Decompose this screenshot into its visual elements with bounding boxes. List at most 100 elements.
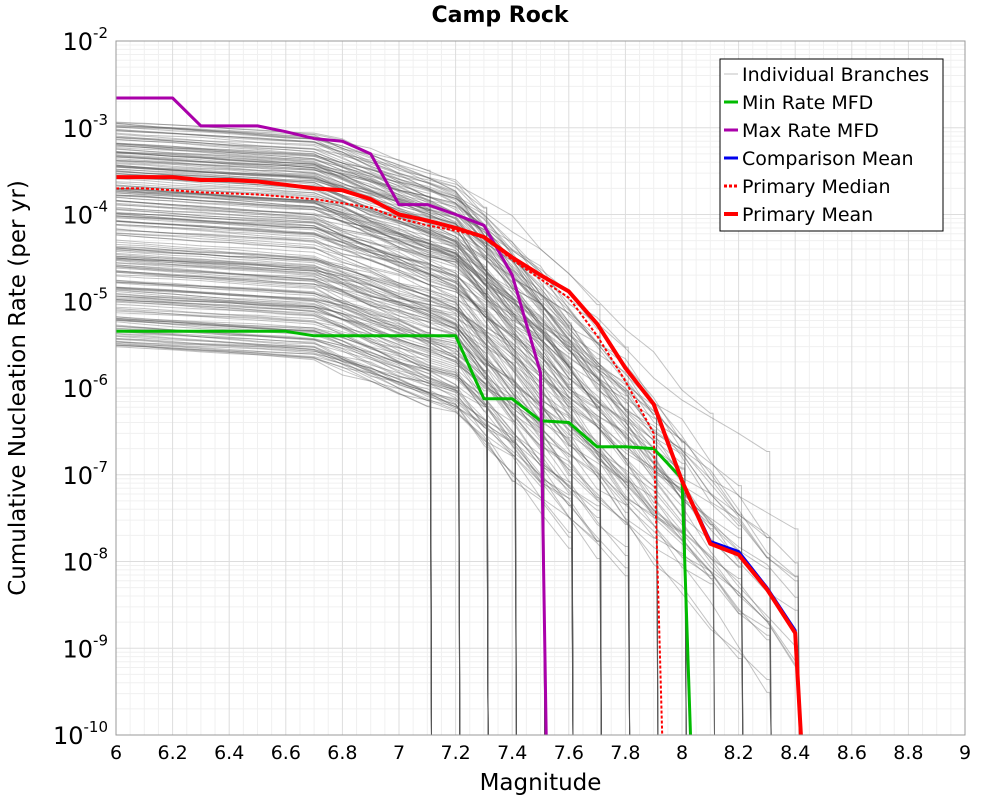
branch-line (115, 142, 687, 736)
branch-line (115, 188, 546, 736)
branch-line (115, 148, 687, 736)
branch-line (115, 265, 489, 736)
branch-line (115, 341, 432, 736)
branch-line (115, 270, 602, 736)
branch-line (115, 224, 800, 736)
branch-line (115, 228, 687, 736)
branch-line (115, 124, 489, 736)
y-axis-ticks: 10-2 10-3 10-4 10-5 10-6 10-7 10-8 10-9 10-10 (53, 24, 108, 750)
branch-line (115, 143, 659, 736)
branch-line (115, 281, 489, 736)
branch-line (115, 317, 574, 736)
legend-label-comparison-mean: Comparison Mean (742, 148, 914, 170)
branch-line (115, 135, 432, 736)
x-tick-label: 8.2 (723, 742, 753, 764)
branch-line (115, 342, 517, 736)
branch-line (115, 191, 715, 736)
x-tick-label: 7.6 (554, 742, 584, 764)
branch-line (115, 194, 687, 736)
branch-line (115, 202, 659, 736)
branch-line (115, 154, 432, 736)
branch-line (115, 178, 687, 736)
branch-line (115, 279, 461, 736)
x-tick-label: 7.4 (497, 742, 527, 764)
branch-line (115, 129, 715, 736)
series-layer (116, 96, 803, 736)
branch-line (115, 335, 461, 736)
individual-branches (115, 121, 800, 736)
x-tick-label: 7 (393, 742, 405, 764)
y-tick-label: 10-5 (62, 284, 108, 316)
branch-line (115, 164, 489, 736)
plot-frame (115, 40, 966, 736)
branch-line (115, 270, 602, 736)
branch-line (115, 219, 659, 736)
branch-line (115, 166, 687, 736)
branch-line (115, 298, 432, 736)
primary-median-line (116, 187, 664, 736)
branch-line (115, 297, 574, 736)
branch-line (115, 152, 772, 736)
branch-line (115, 224, 489, 736)
y-tick-label: 10-4 (62, 198, 108, 230)
branch-line (115, 137, 489, 736)
x-tick-label: 6 (110, 742, 122, 764)
branch-line (115, 171, 461, 736)
branch-line (115, 316, 461, 736)
branch-line (115, 204, 574, 736)
branch-line (115, 301, 574, 736)
branch-line (115, 318, 432, 736)
branch-line (115, 338, 432, 736)
branch-line (115, 291, 546, 736)
branch-line (115, 346, 517, 736)
branch-line (115, 293, 546, 736)
branch-line (115, 122, 489, 736)
branch-line (115, 212, 687, 736)
branch-line (115, 246, 546, 736)
branch-line (115, 306, 546, 736)
branch-line (115, 330, 461, 736)
x-tick-label: 6.4 (214, 742, 244, 764)
branch-line (115, 133, 659, 736)
branch-line (115, 232, 800, 736)
branch-line (115, 295, 602, 736)
legend-label-primary-mean: Primary Mean (742, 204, 873, 226)
branch-line (115, 189, 489, 736)
branch-line (115, 299, 432, 736)
branch-line (115, 344, 574, 736)
branch-line (115, 286, 432, 736)
branch-line (115, 200, 517, 736)
x-tick-label: 6.8 (327, 742, 357, 764)
branch-line (115, 151, 772, 736)
branch-line (115, 189, 574, 736)
branch-line (115, 176, 744, 736)
branch-line (115, 341, 602, 736)
branch-line (115, 271, 546, 736)
branch-line (115, 182, 772, 736)
branch-line (115, 125, 546, 736)
branch-line (115, 143, 602, 736)
branch-line (115, 192, 574, 736)
branch-line (115, 249, 772, 736)
y-tick-label: 10-10 (53, 718, 108, 750)
branch-line (115, 220, 602, 736)
branch-line (115, 144, 574, 736)
branch-line (115, 286, 631, 736)
y-axis-label: Cumulative Nucleation Rate (per yr) (5, 180, 31, 596)
branch-line (115, 217, 715, 736)
branch-line (115, 335, 631, 736)
branch-line (115, 166, 489, 736)
x-tick-label: 8.8 (893, 742, 923, 764)
y-tick-label: 10-7 (62, 458, 108, 490)
branch-line (115, 150, 432, 736)
x-axis-label: Magnitude (480, 770, 602, 796)
branch-line (115, 281, 546, 736)
branch-line (115, 264, 489, 736)
branch-line (115, 128, 574, 736)
branch-line (115, 132, 772, 736)
branch-line (115, 243, 631, 736)
branch-line (115, 343, 574, 736)
branch-line (115, 257, 744, 736)
branch-line (115, 194, 800, 736)
